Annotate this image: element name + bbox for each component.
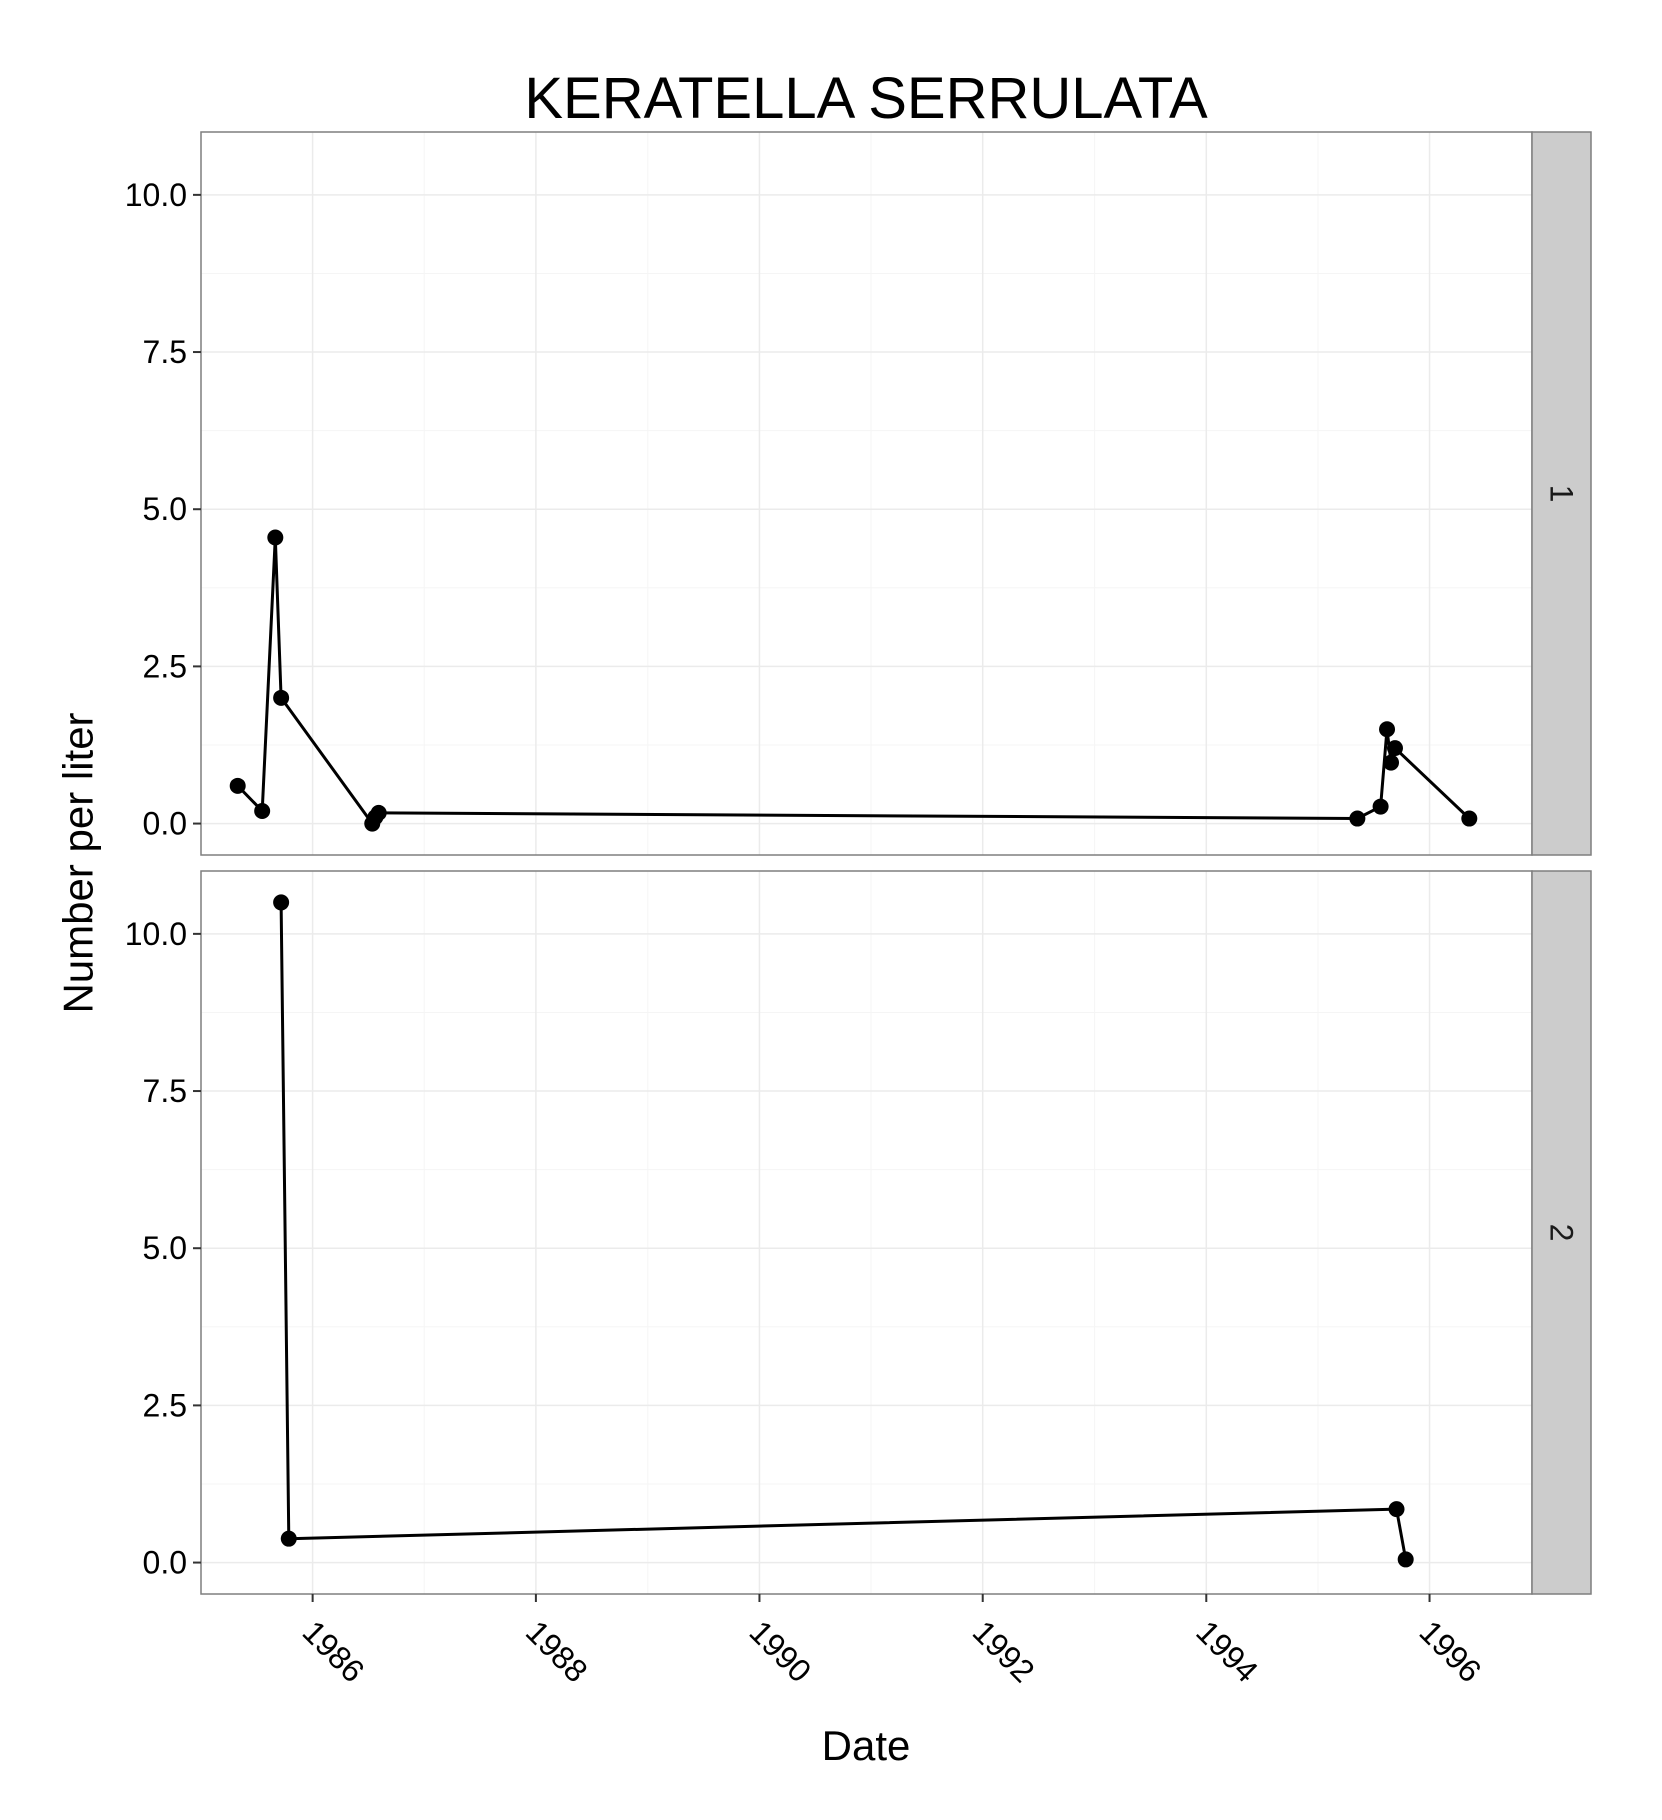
y-tick-label: 0.0 [143, 806, 187, 842]
panel-grid [200, 132, 1532, 855]
data-point [1372, 798, 1389, 815]
x-tick-label: 1990 [743, 1613, 819, 1689]
data-point [1388, 1501, 1405, 1518]
y-tick-label: 5.0 [143, 491, 187, 527]
y-tick-label: 2.5 [143, 1387, 187, 1423]
facet-panels: 0.02.55.07.510.010.02.55.07.510.02 [125, 131, 1592, 1595]
chart-title: KERATELLA SERRULATA [524, 66, 1208, 131]
facet-panel-2: 0.0 2.5 5.0 7.5 10.0 2 [125, 870, 1592, 1595]
x-tick-label: 1994 [1189, 1613, 1265, 1689]
data-point [280, 1530, 297, 1547]
x-tick-label: 1988 [519, 1613, 595, 1689]
facet-strip-label: 2 [1544, 1224, 1580, 1242]
data-point [267, 529, 284, 546]
data-point [370, 804, 387, 821]
y-tick-label: 10.0 [125, 177, 187, 213]
facet-strip [1531, 131, 1592, 856]
facet-panel-1: 0.0 2.5 5.0 7.5 10.0 1 [125, 131, 1592, 856]
series-line [279, 902, 1408, 1560]
data-point [229, 777, 246, 794]
facet-strip-label: 1 [1544, 485, 1580, 503]
facet-strip [1531, 870, 1592, 1595]
y-tick-label: 0.0 [143, 1545, 187, 1581]
panel-background [201, 132, 1532, 855]
data-point [1397, 1551, 1414, 1568]
y-tick-label: 10.0 [125, 916, 187, 952]
data-point [1461, 810, 1478, 827]
panel-grid [200, 871, 1532, 1594]
x-tick-label: 1986 [296, 1613, 372, 1689]
y-tick-label: 5.0 [143, 1230, 187, 1266]
data-point [1379, 721, 1396, 738]
data-point [1386, 740, 1403, 757]
y-tick-label: 2.5 [143, 648, 187, 684]
x-axis-title: Date [822, 1722, 911, 1769]
y-tick-label: 7.5 [143, 1073, 187, 1109]
y-axis-title: Number per liter [55, 712, 102, 1013]
x-tick-label: 1996 [1413, 1613, 1489, 1689]
data-point [1349, 810, 1366, 827]
data-point [254, 802, 271, 819]
x-tick-label: 1992 [966, 1613, 1042, 1689]
x-axis: 1986 1988 1990 1992 1994 1996 [296, 1594, 1489, 1689]
panel-background [201, 871, 1532, 1594]
y-tick-label: 7.5 [143, 334, 187, 370]
data-point [273, 894, 290, 911]
data-point [1383, 754, 1400, 771]
data-point [273, 689, 290, 706]
